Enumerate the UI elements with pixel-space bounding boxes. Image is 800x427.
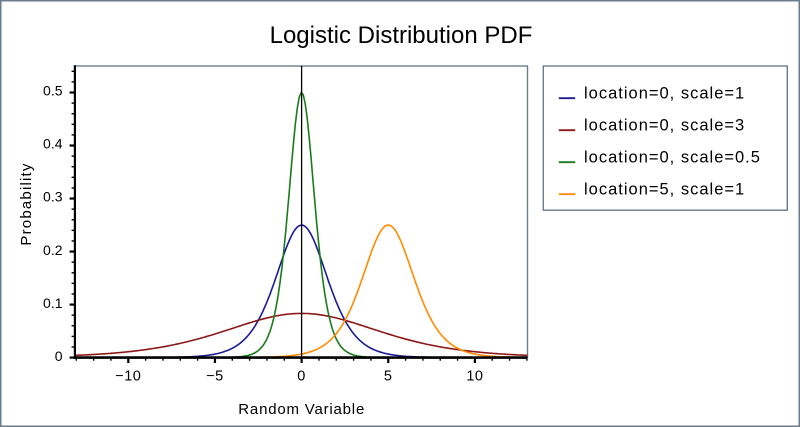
svg-text:Logistic Distribution PDF: Logistic Distribution PDF bbox=[270, 22, 533, 49]
svg-text:−10: −10 bbox=[115, 368, 141, 384]
svg-text:location=0, scale=0.5: location=0, scale=0.5 bbox=[584, 149, 761, 167]
svg-text:0.2: 0.2 bbox=[43, 242, 63, 258]
svg-text:5: 5 bbox=[384, 368, 393, 384]
svg-text:0: 0 bbox=[55, 348, 63, 364]
svg-text:0.4: 0.4 bbox=[43, 136, 63, 152]
svg-text:location=0, scale=1: location=0, scale=1 bbox=[584, 85, 745, 103]
svg-text:0: 0 bbox=[297, 368, 306, 384]
svg-text:location=5, scale=1: location=5, scale=1 bbox=[584, 181, 745, 199]
svg-text:Probability: Probability bbox=[18, 162, 35, 245]
svg-text:0.5: 0.5 bbox=[43, 83, 63, 99]
svg-text:location=0, scale=3: location=0, scale=3 bbox=[584, 117, 745, 135]
svg-text:−5: −5 bbox=[206, 368, 224, 384]
svg-text:10: 10 bbox=[466, 368, 483, 384]
svg-text:0.3: 0.3 bbox=[43, 189, 63, 205]
svg-text:Random Variable: Random Variable bbox=[238, 401, 365, 418]
svg-text:0.1: 0.1 bbox=[43, 295, 63, 311]
